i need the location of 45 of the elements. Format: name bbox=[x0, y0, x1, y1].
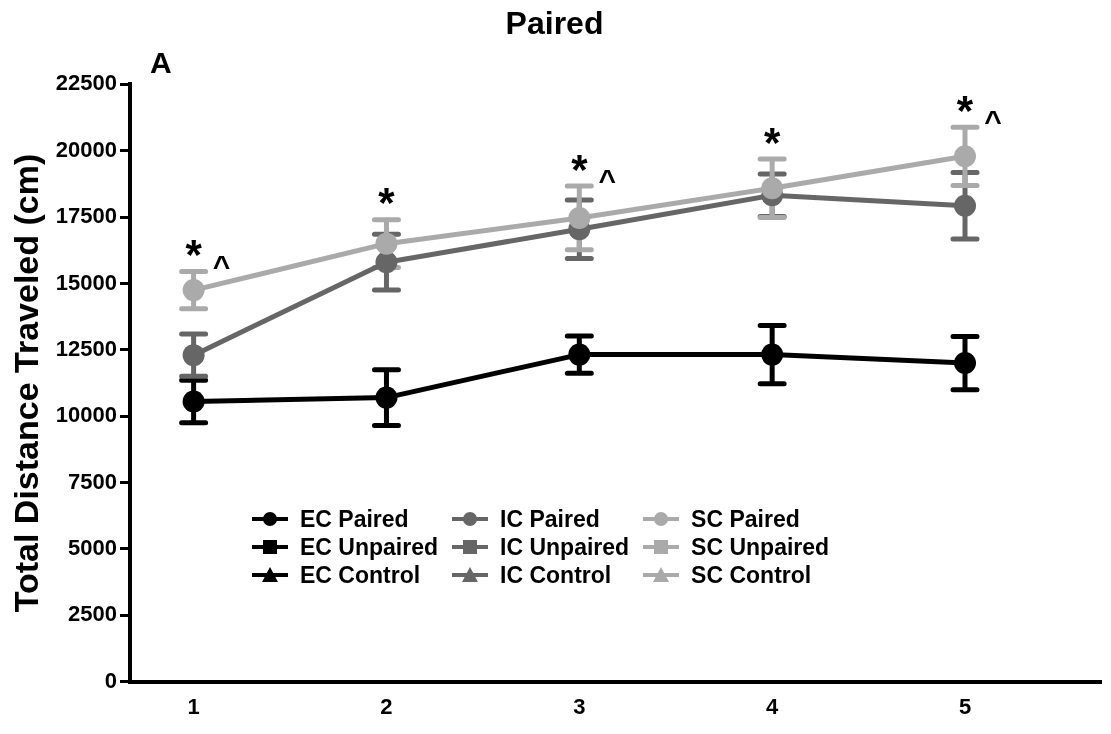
annotation: * bbox=[763, 118, 781, 166]
legend-label: EC Control bbox=[300, 561, 421, 589]
point bbox=[375, 232, 398, 255]
legend-label: EC Paired bbox=[300, 505, 409, 533]
point bbox=[375, 251, 398, 274]
legend-label: IC Paired bbox=[500, 505, 600, 533]
y-tick-label: 20000 bbox=[55, 136, 117, 162]
y-tick-label: 7500 bbox=[68, 468, 117, 494]
y-tick-label: 17500 bbox=[55, 203, 117, 229]
point bbox=[954, 352, 977, 375]
point bbox=[182, 344, 205, 367]
x-tick-label: 2 bbox=[380, 693, 393, 719]
y-axis-title: Total Distance Traveled (cm) bbox=[6, 153, 45, 613]
annotation: * bbox=[378, 179, 396, 227]
x-tick-label: 3 bbox=[573, 693, 586, 719]
annotation: *^ bbox=[185, 231, 231, 282]
y-tick-label: 0 bbox=[104, 667, 117, 693]
y-tick-label: 2500 bbox=[68, 601, 117, 627]
y-tick-label: 22500 bbox=[55, 70, 117, 96]
x-tick-label: 4 bbox=[766, 693, 780, 719]
point bbox=[182, 390, 205, 413]
point bbox=[375, 386, 398, 409]
point bbox=[954, 194, 977, 217]
legend-label: SC Paired bbox=[691, 505, 800, 533]
text: A bbox=[150, 46, 172, 80]
point bbox=[182, 279, 205, 302]
legend-label: EC Unpaired bbox=[300, 533, 439, 561]
x-tick-label: 1 bbox=[187, 693, 200, 719]
legend-label: IC Control bbox=[500, 561, 612, 589]
annotation: *^ bbox=[956, 86, 1002, 138]
point bbox=[568, 206, 591, 229]
y-tick-label: 12500 bbox=[55, 335, 117, 361]
point bbox=[568, 343, 591, 366]
legend-label: SC Unpaired bbox=[691, 533, 830, 561]
point bbox=[954, 145, 977, 168]
y-tick-label: 10000 bbox=[55, 402, 117, 428]
annotation: *^ bbox=[571, 145, 617, 197]
point bbox=[761, 177, 784, 200]
chart-title: Paired bbox=[505, 5, 604, 42]
y-tick-label: 15000 bbox=[55, 269, 117, 295]
point bbox=[761, 343, 784, 366]
legend-label: SC Control bbox=[691, 561, 812, 589]
x-tick-label: 5 bbox=[958, 693, 972, 719]
legend-label: IC Unpaired bbox=[500, 533, 630, 561]
y-tick-label: 5000 bbox=[68, 534, 117, 560]
